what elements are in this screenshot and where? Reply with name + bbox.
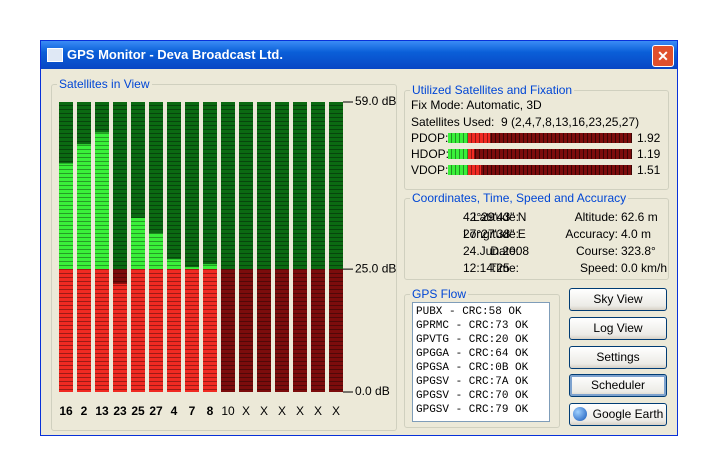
dop-value: 1.19 [637,147,661,161]
segment-overlay [77,102,91,392]
satellite-label: 4 [171,404,178,418]
segment-overlay [257,102,271,392]
coord-label: Altitude: [574,210,618,224]
satellite-label: X [332,404,340,418]
coord-value: 27°27'38" E [463,227,526,241]
coord-label: Longitude: [462,227,519,241]
button-label: Google Earth [592,407,664,421]
dop-bar [448,149,475,159]
tick-label: 25.0 dB [355,261,396,275]
group-title: Coordinates, Time, Speed and Accuracy [410,191,629,205]
fix-mode: Fix Mode: Automatic, 3D [411,98,542,112]
flow-line: GPGSV - CRC:7A OK [416,376,529,388]
window: GPS Monitor - Deva Broadcast Ltd. ✕ Sate… [40,40,678,436]
coord-label: Date: [490,244,519,258]
segment-overlay [329,102,343,392]
dop-track [448,165,632,175]
satellite-label: 7 [189,404,196,418]
segment-overlay [221,102,235,392]
dop-track [448,133,632,143]
button[interactable]: Settings [569,345,667,369]
segment-overlay [275,102,289,392]
segment-overlay [95,102,109,392]
segment-overlay [185,102,199,392]
segment-overlay [149,102,163,392]
dop-bar [448,133,491,143]
close-button[interactable]: ✕ [652,45,674,67]
flow-line: GPGSA - CRC:0B OK [416,362,529,374]
segment-overlay [167,102,181,392]
satellite-label: 10 [221,404,235,418]
coord-value: 12:14:25 [463,261,510,275]
button-label: Scheduler [590,378,646,393]
title-bar: GPS Monitor - Deva Broadcast Ltd. ✕ [41,41,677,69]
satellite-label: 13 [95,404,109,418]
flow-line: GPGSV - CRC:79 OK [416,404,529,416]
coord-label: Latitude: [472,210,519,224]
coord-value: 0.0 km/h [621,261,668,275]
flow-line: GPVTG - CRC:20 OK [416,334,529,346]
satellite-label: 23 [113,404,127,418]
flow-group [404,294,560,428]
satellite-label: X [278,404,286,418]
segment-overlay [203,102,217,392]
globe-icon [572,407,587,421]
dop-value: 1.51 [637,163,661,177]
button-label: Sky View [593,292,643,306]
button[interactable]: Sky View [569,288,667,311]
coord-label: Time: [489,261,519,275]
flow-line: GPGGA - CRC:64 OK [416,348,529,360]
satellite-label: X [260,404,268,418]
coord-value: 323.8° [621,244,656,258]
app-icon [47,48,63,62]
satellite-label: 25 [131,404,145,418]
dop-value: 1.92 [637,131,661,145]
window-title: GPS Monitor - Deva Broadcast Ltd. [67,47,283,62]
satellite-label: X [242,404,250,418]
satellite-label: X [296,404,304,418]
satellite-label: 2 [81,404,88,418]
satellites-used: Satellites Used: 9 (2,4,7,8,13,16,23,25,… [411,115,640,129]
flow-list: PUBX - CRC:58 OK GPRMC - CRC:73 OK GPVTG -… [412,302,550,422]
satellite-label: 27 [149,404,163,418]
coord-label: Accuracy: [565,227,618,241]
button[interactable]: Scheduler [569,374,667,398]
segment-overlay [311,102,325,392]
group-title: GPS Flow [410,287,469,301]
segment-overlay [293,102,307,392]
satellite-label: X [314,404,322,418]
flow-line: GPRMC - CRC:73 OK [416,320,529,332]
coord-label: Course: [575,244,618,258]
tick-label: 0.0 dB [355,384,390,398]
flow-line: GPGSV - CRC:70 OK [416,390,529,402]
segment-overlay [59,102,73,392]
dop-label: VDOP: [411,163,449,177]
dop-label: HDOP: [411,147,450,161]
group-title: Satellites in View [57,77,152,91]
button[interactable]: Google Earth [569,403,667,426]
segment-overlay [131,102,145,392]
satellites-group [51,84,397,431]
flow-line: PUBX - CRC:58 OK [416,306,522,318]
group-title: Utilized Satellites and Fixation [410,83,575,97]
satellite-label: 16 [59,404,73,418]
coord-value: 42°29'43" N [463,210,527,224]
coord-value: 62.6 m [621,210,658,224]
satellite-label: 8 [207,404,214,418]
tick-label: 59.0 dB [355,94,396,108]
segment-overlay [113,102,127,392]
button[interactable]: Log View [569,316,667,340]
segment-overlay [239,102,253,392]
button-label: Settings [596,349,640,364]
coord-value: 4.0 m [621,227,652,241]
coord-value: 24.Jun.2008 [463,244,530,258]
dop-label: PDOP: [411,131,449,145]
dop-track [448,149,632,159]
button-label: Log View [593,320,643,335]
coord-label: Speed: [579,261,618,275]
dop-bar [448,165,482,175]
